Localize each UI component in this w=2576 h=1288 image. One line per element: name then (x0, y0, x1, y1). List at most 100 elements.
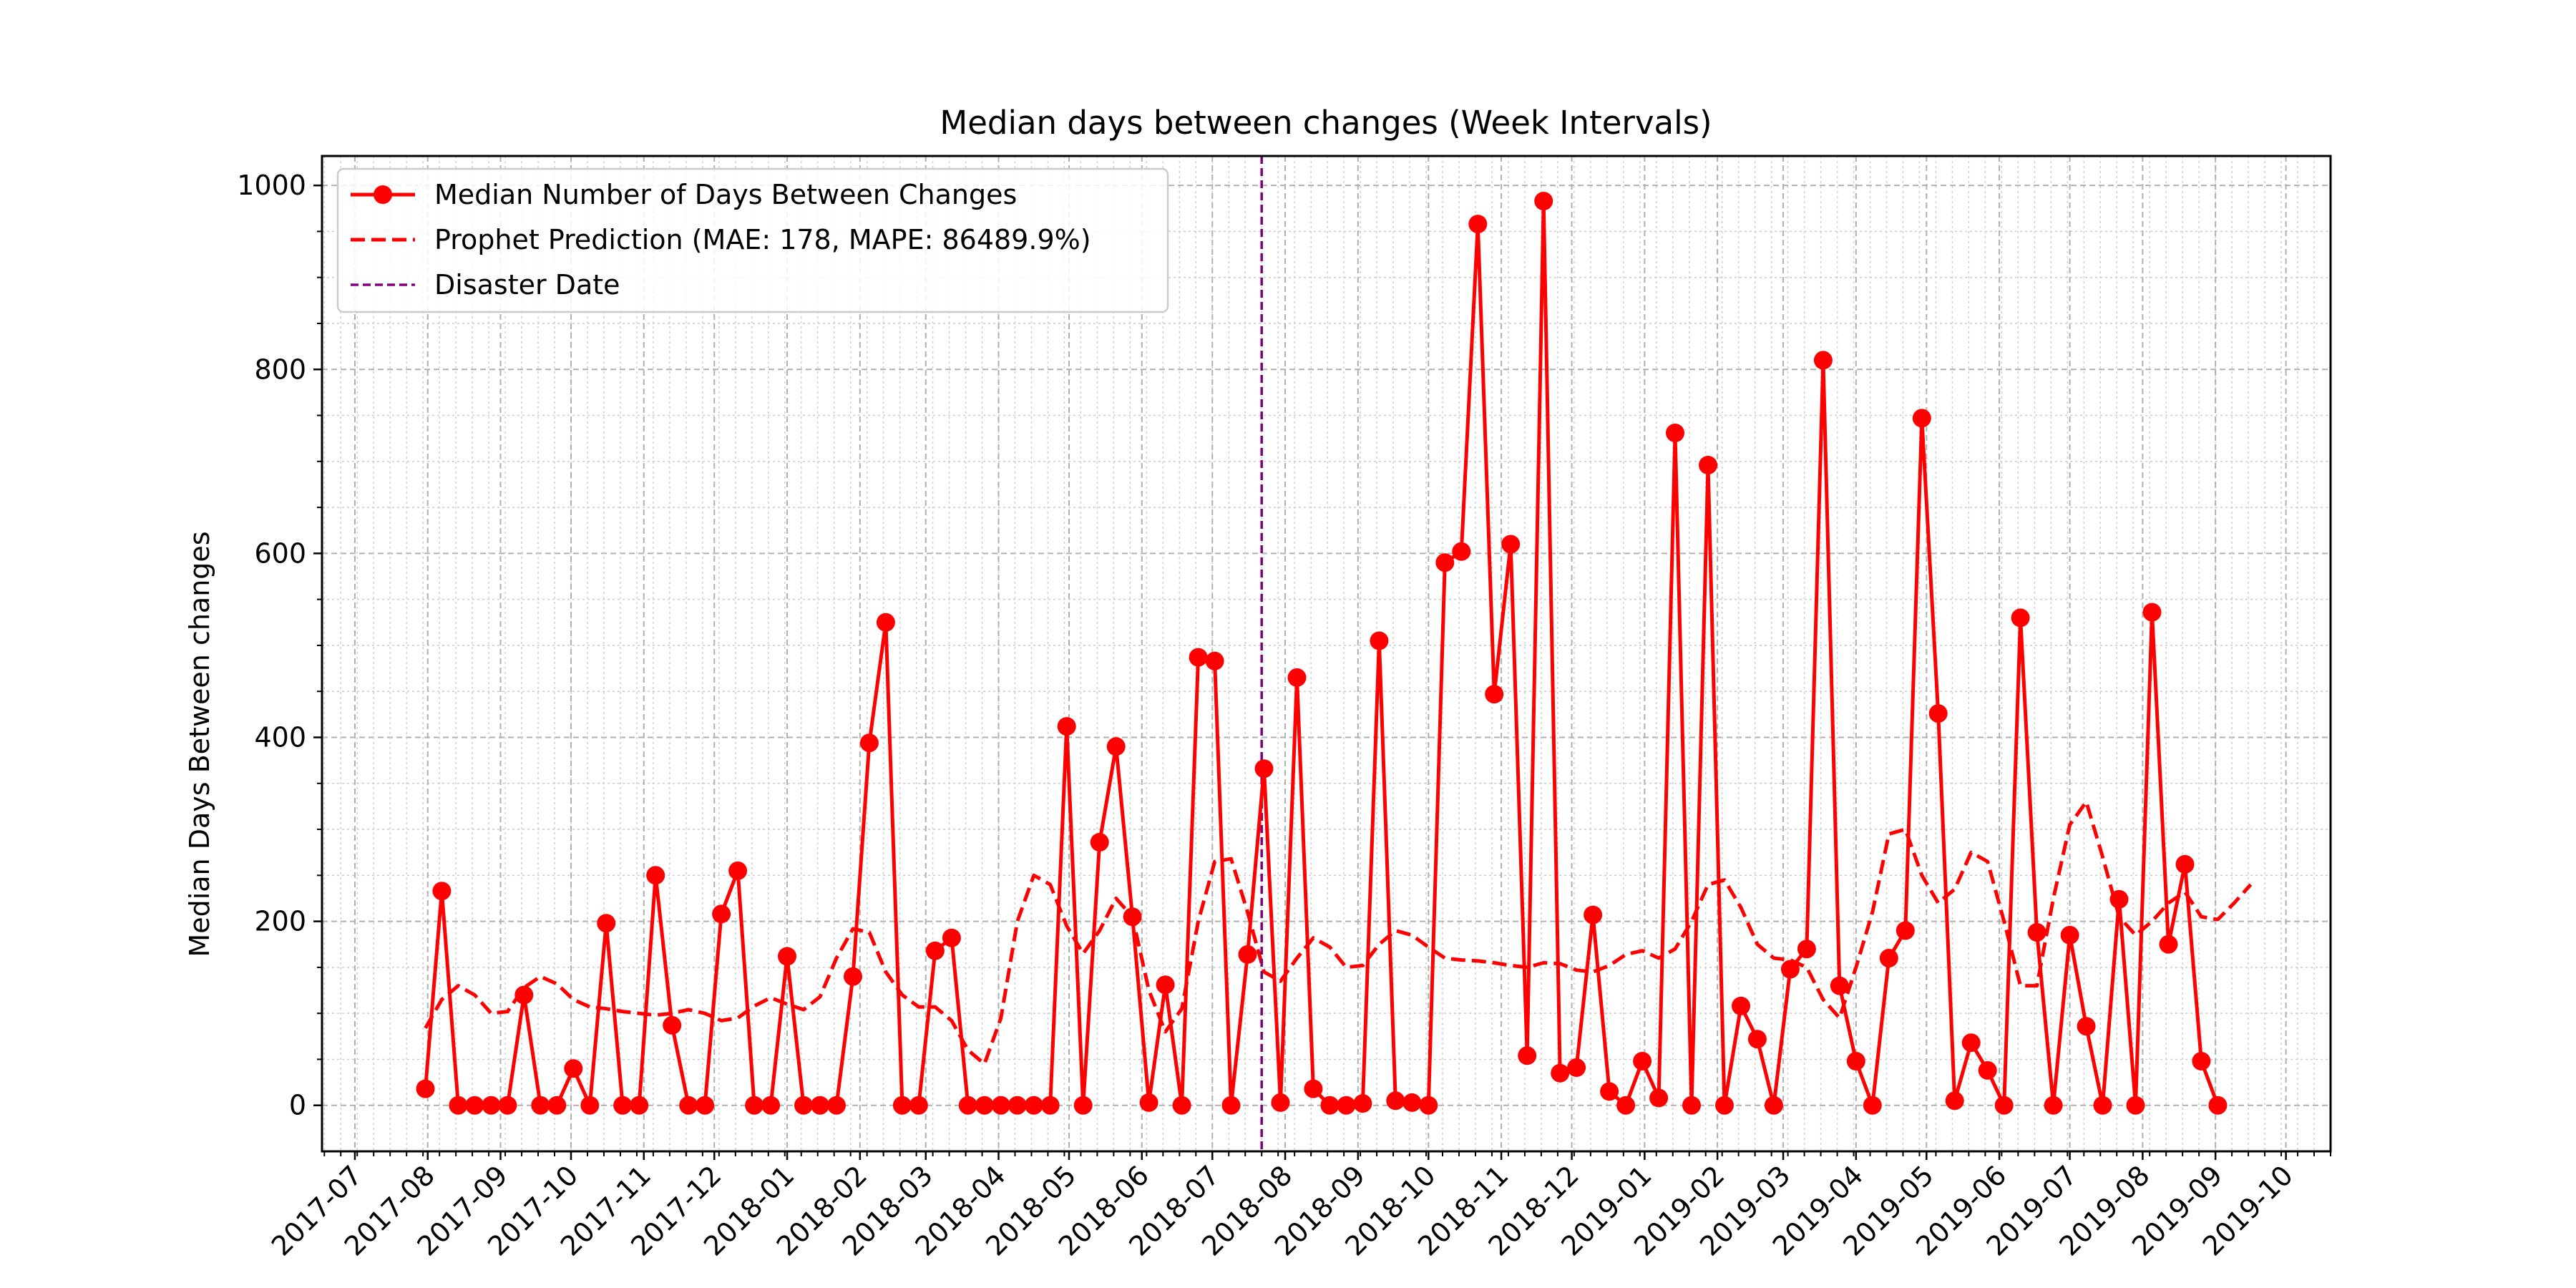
data-point (1551, 1063, 1570, 1083)
legend-marker-observed (374, 185, 392, 204)
data-point (1584, 905, 1603, 924)
data-point (1040, 1096, 1060, 1115)
data-point (1633, 1052, 1652, 1070)
data-point (1238, 945, 1257, 964)
data-point (679, 1096, 698, 1115)
legend-label-prediction: Prophet Prediction (MAE: 178, MAPE: 8648… (434, 224, 1091, 255)
data-point (844, 967, 862, 986)
data-point (1106, 737, 1126, 756)
data-point (1452, 542, 1471, 561)
data-point (630, 1096, 649, 1115)
data-point (794, 1096, 813, 1115)
data-point (1337, 1096, 1356, 1115)
data-point (2208, 1096, 2228, 1115)
data-point (1485, 685, 1504, 704)
legend-box (336, 167, 1169, 313)
data-point (1172, 1096, 1191, 1115)
data-point (1123, 907, 1142, 927)
data-point (1616, 1096, 1636, 1115)
data-point (2109, 889, 2129, 909)
data-point (991, 1096, 1010, 1115)
data-point (1090, 833, 1109, 852)
data-point (514, 985, 534, 1005)
data-point (2077, 1017, 2096, 1036)
data-point (1896, 921, 1915, 940)
axes-frame (321, 155, 2332, 1153)
data-point (432, 882, 452, 901)
data-point (1600, 1082, 1619, 1101)
data-point (958, 1096, 977, 1115)
data-point (1370, 631, 1389, 650)
y-tick-label: 800 (254, 353, 306, 385)
legend-label-observed: Median Number of Days Between Changes (434, 179, 1017, 210)
data-point (482, 1096, 501, 1115)
data-point (564, 1059, 583, 1078)
data-point (2060, 925, 2079, 945)
data-point (547, 1096, 567, 1115)
data-point (1715, 1096, 1734, 1115)
data-point (1649, 1088, 1669, 1108)
y-tick-label: 600 (254, 537, 306, 569)
data-point (696, 1096, 715, 1115)
data-point (1518, 1046, 1537, 1065)
data-point (1501, 535, 1521, 554)
data-point (1271, 1093, 1290, 1112)
data-point (531, 1096, 550, 1115)
data-point (761, 1096, 781, 1115)
data-point (1846, 1052, 1865, 1070)
y-tick-label: 400 (254, 721, 306, 753)
data-point (2044, 1096, 2063, 1115)
data-point (1353, 1094, 1372, 1113)
data-point (1402, 1093, 1422, 1112)
data-point (2142, 602, 2162, 622)
data-point (2093, 1096, 2112, 1115)
legend-label-disaster: Disaster Date (434, 269, 620, 301)
data-point (580, 1096, 600, 1115)
data-point (1961, 1033, 1981, 1053)
data-point (1008, 1096, 1027, 1115)
y-tick-label: 1000 (237, 170, 306, 201)
y-axis-ticks: 0 200 400 600 800 1000 (237, 170, 322, 1121)
data-point (1073, 1096, 1093, 1115)
data-point (1057, 717, 1076, 736)
data-point (416, 1079, 435, 1098)
data-point (1830, 976, 1849, 995)
data-point (2126, 1096, 2145, 1115)
data-point (449, 1096, 468, 1115)
y-tick-label: 0 (289, 1090, 306, 1121)
data-point (1797, 940, 1816, 959)
data-point (1304, 1079, 1323, 1098)
data-point (1320, 1096, 1340, 1115)
data-point (597, 914, 616, 933)
data-point (613, 1096, 633, 1115)
data-point (1912, 409, 1931, 428)
data-point (811, 1096, 829, 1115)
data-point (728, 861, 748, 880)
data-point (1435, 553, 1455, 572)
data-point (1945, 1091, 1964, 1111)
data-point (1156, 975, 1175, 995)
data-point (778, 947, 796, 966)
data-point (892, 1096, 912, 1115)
data-point (498, 1096, 517, 1115)
data-point (1732, 996, 1750, 1015)
data-point (1863, 1096, 1882, 1115)
data-point (1780, 960, 1800, 979)
data-point (1764, 1096, 1783, 1115)
data-point (1205, 651, 1224, 670)
data-point (1024, 1096, 1043, 1115)
data-point (2027, 923, 2046, 942)
data-point (1682, 1096, 1701, 1115)
data-point (1879, 949, 1898, 967)
legend: Median Number of Days Between Changes Pr… (336, 167, 1169, 313)
data-point (1813, 351, 1833, 370)
chart-title: Median days between changes (Week Interv… (940, 104, 1712, 142)
plot-area (416, 156, 2253, 1151)
data-point (2011, 608, 2030, 628)
data-point (1534, 192, 1553, 210)
data-point (1666, 424, 1684, 442)
data-point (1747, 1030, 1767, 1049)
data-point (2159, 935, 2178, 954)
data-point (975, 1096, 994, 1115)
